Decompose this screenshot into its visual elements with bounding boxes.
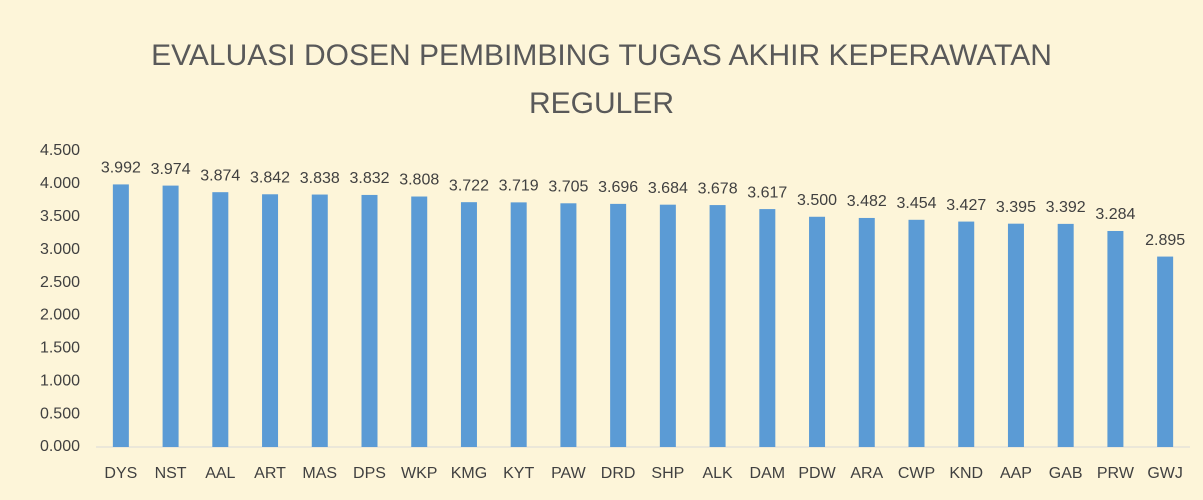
y-tick-label: 3.000 (40, 241, 80, 258)
value-label: 3.500 (797, 192, 837, 209)
x-tick-label: AAP (1000, 465, 1032, 482)
x-tick-label: CWP (898, 465, 935, 482)
value-label: 2.895 (1145, 232, 1185, 249)
y-tick-label: 1.500 (40, 340, 80, 357)
value-label: 3.719 (499, 178, 539, 195)
value-label: 3.874 (200, 167, 240, 184)
x-tick-label: KYT (503, 465, 534, 482)
bar (162, 185, 179, 447)
bar (610, 203, 627, 447)
bar (460, 202, 477, 447)
x-tick-label: DPS (353, 465, 386, 482)
x-tick-label: DAM (750, 465, 786, 482)
y-tick-label: 1.000 (40, 372, 80, 389)
bar (1007, 223, 1024, 447)
value-label: 3.992 (101, 160, 141, 177)
x-tick-label: ART (254, 465, 286, 482)
x-tick-label: ARA (850, 465, 883, 482)
value-label: 3.617 (747, 184, 787, 201)
y-tick-label: 2.000 (40, 307, 80, 324)
x-tick-label: MAS (302, 465, 337, 482)
x-tick-label: ALK (702, 465, 733, 482)
x-tick-label: AAL (205, 465, 235, 482)
x-tick-label: GAB (1049, 465, 1083, 482)
value-label: 3.284 (1095, 206, 1135, 223)
bar (411, 196, 428, 447)
bar (361, 194, 378, 447)
bar (1157, 256, 1174, 447)
value-label: 3.696 (598, 179, 638, 196)
bar (759, 209, 776, 447)
bar (858, 217, 875, 447)
value-label: 3.392 (1046, 199, 1086, 216)
x-tick-label: WKP (401, 465, 437, 482)
bar (1107, 230, 1124, 447)
bar (1057, 223, 1074, 447)
y-tick-label: 0.500 (40, 405, 80, 422)
value-label: 3.832 (349, 170, 389, 187)
value-label: 3.427 (946, 197, 986, 214)
bar (311, 194, 328, 447)
value-label: 3.395 (996, 199, 1036, 216)
bar (908, 219, 925, 447)
y-tick-label: 4.500 (40, 142, 80, 159)
x-tick-label: DYS (104, 465, 137, 482)
bar (560, 203, 577, 447)
bar (262, 194, 279, 447)
value-label: 3.842 (250, 170, 290, 187)
x-tick-label: KND (949, 465, 983, 482)
bar (659, 204, 676, 447)
chart-title: EVALUASI DOSEN PEMBIMBING TUGAS AKHIR KE… (151, 39, 1052, 120)
value-label: 3.722 (449, 177, 489, 194)
value-label: 3.705 (548, 179, 588, 196)
value-label: 3.454 (896, 195, 936, 212)
x-tick-label: NST (155, 465, 187, 482)
bar (958, 221, 975, 447)
bar (212, 192, 229, 447)
value-label: 3.684 (648, 180, 688, 197)
value-label: 3.482 (847, 193, 887, 210)
y-tick-label: 3.500 (40, 208, 80, 225)
y-tick-label: 4.000 (40, 175, 80, 192)
value-label: 3.808 (399, 172, 439, 189)
x-tick-label: PDW (798, 465, 836, 482)
value-label: 3.678 (698, 180, 738, 197)
x-tick-label: PRW (1097, 465, 1135, 482)
x-tick-label: GWJ (1147, 465, 1183, 482)
bar (112, 184, 129, 448)
y-tick-label: 0.000 (40, 438, 80, 455)
x-tick-label: KMG (451, 465, 487, 482)
value-label: 3.974 (151, 161, 191, 178)
x-tick-label: PAW (551, 465, 587, 482)
y-tick-label: 2.500 (40, 274, 80, 291)
value-label: 3.838 (300, 170, 340, 187)
bar (809, 216, 826, 447)
bar (709, 205, 726, 447)
x-tick-label: DRD (601, 465, 636, 482)
bar (510, 202, 527, 447)
x-tick-label: SHP (651, 465, 684, 482)
